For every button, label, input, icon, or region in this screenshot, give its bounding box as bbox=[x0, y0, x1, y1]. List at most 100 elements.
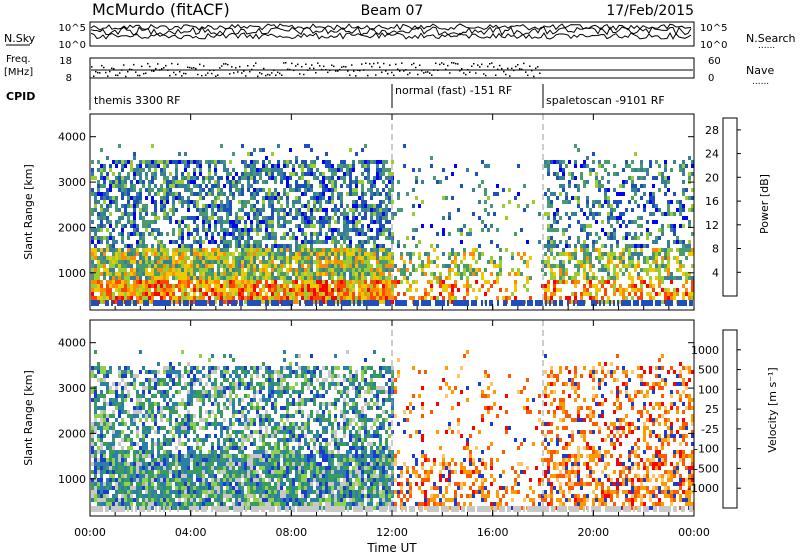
heat-cell bbox=[112, 272, 115, 276]
heat-cell bbox=[165, 300, 167, 306]
heat-cell bbox=[163, 168, 166, 172]
heat-cell bbox=[133, 410, 136, 414]
heat-cell bbox=[145, 486, 148, 490]
heat-cell bbox=[379, 204, 382, 208]
heat-cell bbox=[127, 260, 130, 264]
heat-cell bbox=[295, 272, 298, 276]
heat-cell bbox=[109, 296, 112, 300]
heat-cell bbox=[604, 192, 607, 196]
heat-cell bbox=[537, 300, 539, 306]
heat-cell bbox=[577, 264, 580, 268]
heat-cell bbox=[370, 236, 373, 240]
heat-cell bbox=[232, 288, 235, 292]
heat-cell bbox=[139, 256, 142, 260]
heat-cell bbox=[124, 482, 127, 486]
heat-cell bbox=[634, 232, 637, 236]
heat-cell bbox=[106, 204, 109, 208]
heat-cell bbox=[169, 450, 172, 454]
heat-cell bbox=[667, 292, 670, 296]
heat-cell bbox=[121, 446, 124, 450]
heat-cell bbox=[160, 390, 163, 394]
heat-cell bbox=[550, 228, 553, 232]
heat-cell bbox=[505, 248, 508, 252]
heat-cell bbox=[571, 252, 574, 256]
heat-cell bbox=[220, 276, 223, 280]
heat-cell bbox=[185, 300, 187, 306]
heat-cell bbox=[298, 196, 301, 200]
heat-cell bbox=[202, 208, 205, 212]
heat-cell bbox=[118, 160, 121, 164]
heat-cell bbox=[121, 252, 124, 256]
heat-cell bbox=[109, 184, 112, 188]
freq-sample bbox=[383, 62, 385, 65]
heat-cell bbox=[118, 144, 121, 148]
heat-cell bbox=[628, 200, 631, 204]
heat-cell bbox=[265, 180, 268, 184]
heat-cell bbox=[229, 192, 232, 196]
heat-cell bbox=[664, 168, 667, 172]
heat-cell bbox=[544, 296, 547, 300]
heat-cell bbox=[148, 406, 151, 410]
heat-cell bbox=[232, 292, 235, 296]
heat-cell bbox=[103, 264, 106, 268]
heat-cell bbox=[388, 248, 391, 252]
heat-cell bbox=[286, 196, 289, 200]
freq-sample bbox=[377, 62, 379, 64]
heat-cell bbox=[475, 260, 478, 264]
heat-cell bbox=[130, 220, 133, 224]
heat-cell bbox=[343, 220, 346, 224]
heat-cell bbox=[151, 188, 154, 192]
heat-cell bbox=[199, 280, 202, 284]
heat-cell bbox=[136, 502, 139, 506]
heat-cell bbox=[547, 256, 550, 260]
heat-cell bbox=[358, 268, 361, 272]
heat-cell bbox=[196, 208, 199, 212]
heat-cell bbox=[541, 300, 543, 306]
heat-cell bbox=[235, 260, 238, 264]
heat-cell bbox=[136, 292, 139, 296]
heat-cell bbox=[125, 300, 127, 306]
heat-cell bbox=[241, 280, 244, 284]
heat-cell bbox=[181, 260, 184, 264]
freq-sample bbox=[225, 63, 227, 65]
heat-cell bbox=[94, 422, 97, 426]
heat-cell bbox=[199, 212, 202, 216]
heat-cell bbox=[193, 184, 196, 188]
heat-cell bbox=[685, 292, 688, 296]
heat-cell bbox=[154, 252, 157, 256]
heat-cell bbox=[184, 288, 187, 292]
heat-cell bbox=[163, 196, 166, 200]
heat-cell bbox=[214, 220, 217, 224]
heat-cell bbox=[136, 398, 139, 402]
heat-cell bbox=[592, 284, 595, 288]
heat-cell bbox=[178, 160, 181, 164]
heat-cell bbox=[304, 204, 307, 208]
heat-cell bbox=[637, 272, 640, 276]
heat-cell bbox=[142, 256, 145, 260]
heat-cell bbox=[658, 292, 661, 296]
heat-cell bbox=[406, 252, 409, 256]
freq-sample bbox=[415, 66, 417, 69]
heat-cell bbox=[526, 280, 529, 284]
heat-cell bbox=[679, 276, 682, 280]
freq-sample bbox=[397, 68, 399, 70]
heat-cell bbox=[193, 160, 196, 164]
heat-cell bbox=[658, 208, 661, 212]
heat-cell bbox=[100, 494, 103, 498]
heat-cell bbox=[139, 350, 142, 354]
heat-cell bbox=[136, 164, 139, 168]
heat-cell bbox=[607, 216, 610, 220]
heat-cell bbox=[388, 284, 391, 288]
heat-cell bbox=[157, 458, 160, 462]
heat-cell bbox=[94, 192, 97, 196]
heat-cell bbox=[376, 164, 379, 168]
heat-cell bbox=[481, 220, 484, 224]
heat-cell bbox=[355, 224, 358, 228]
heat-cell bbox=[472, 256, 475, 260]
heat-cell bbox=[685, 272, 688, 276]
heat-cell bbox=[232, 280, 235, 284]
heat-cell bbox=[274, 176, 277, 180]
heat-cell bbox=[291, 300, 293, 306]
heat-cell bbox=[208, 164, 211, 168]
heat-cell bbox=[142, 284, 145, 288]
